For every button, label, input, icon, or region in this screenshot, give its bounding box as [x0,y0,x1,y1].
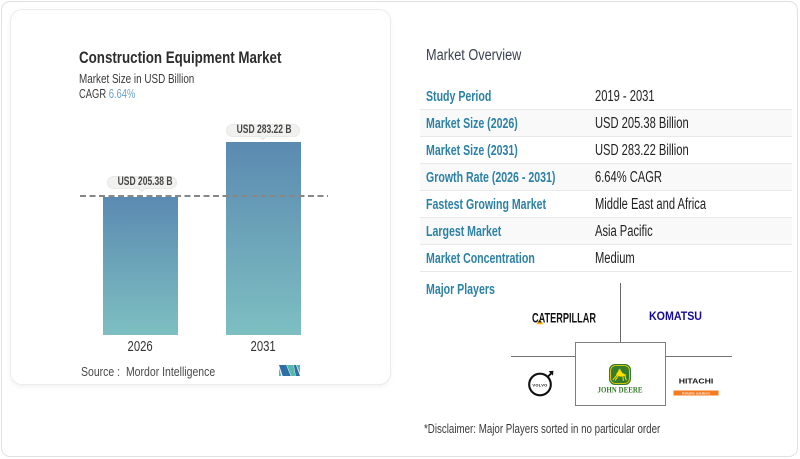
svg-text:CATERPILLAR: CATERPILLAR [532,311,596,326]
svg-text:HITACHI: HITACHI [679,376,714,385]
svg-text:JOHN DEERE: JOHN DEERE [598,386,643,395]
svg-text:Reliable solutions: Reliable solutions [682,391,710,395]
svg-text:KOMATSU: KOMATSU [649,309,702,322]
svg-text:VOLVO: VOLVO [532,382,547,387]
